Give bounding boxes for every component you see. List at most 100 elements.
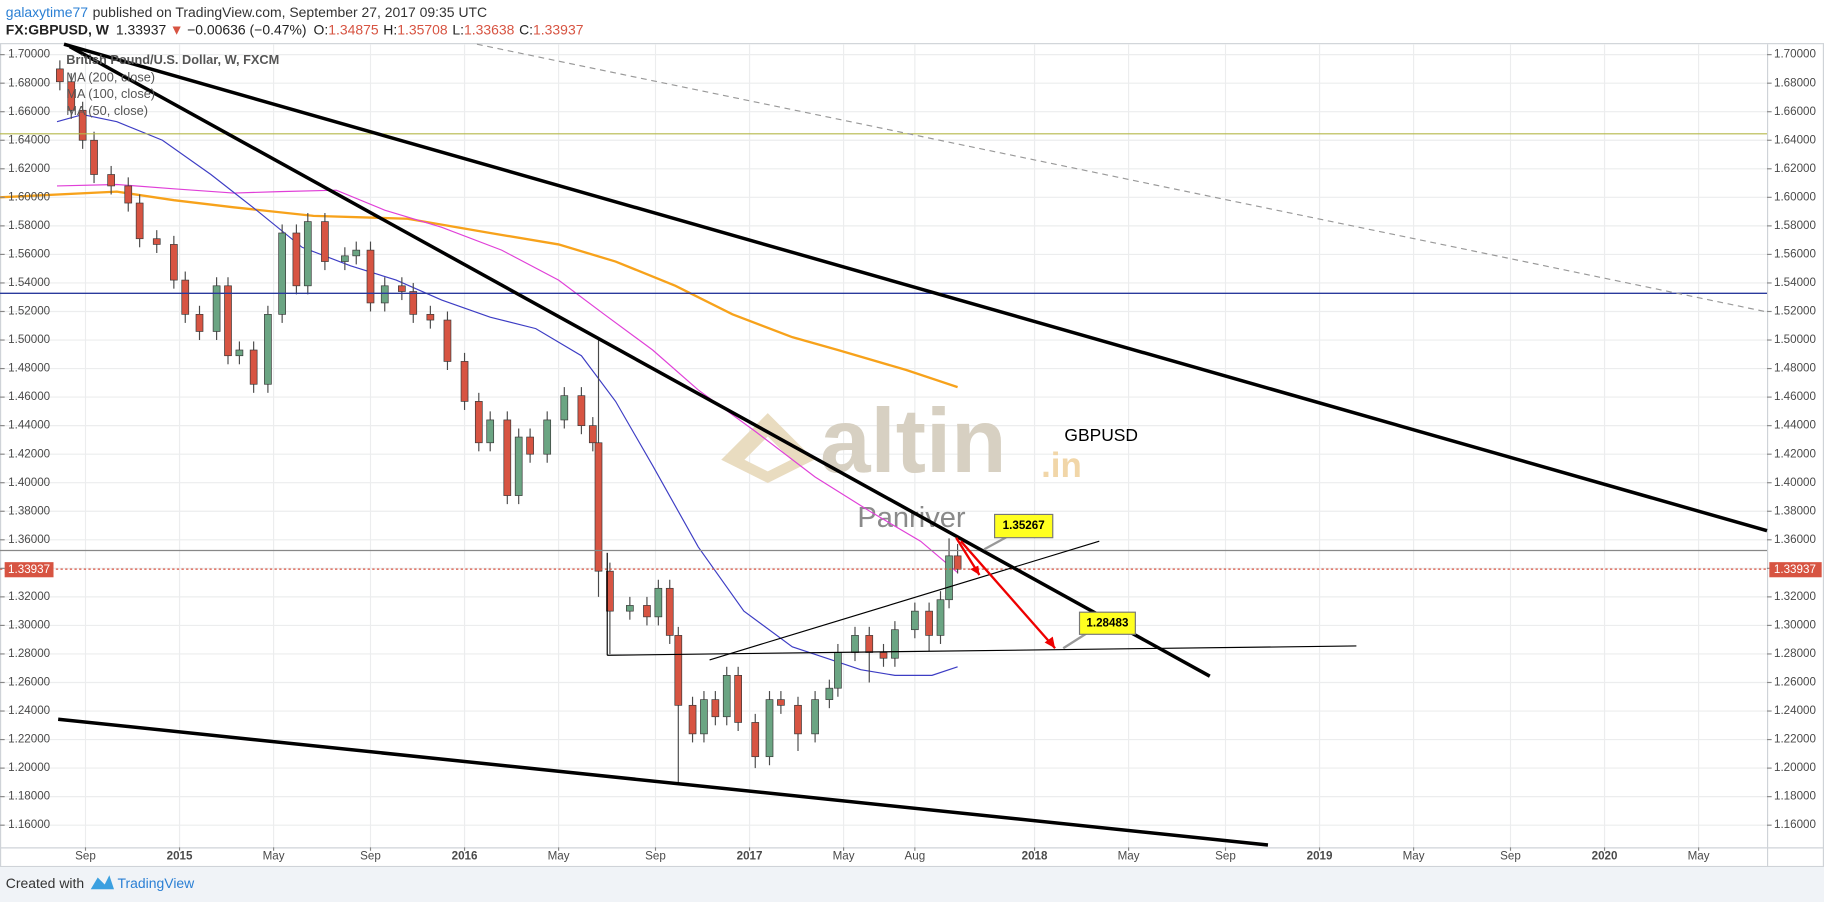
x-tick-label: Sep <box>1500 850 1521 863</box>
candle-body <box>409 291 418 315</box>
y-tick-label: 1.32000 <box>8 590 51 603</box>
change-arrow: ▼ <box>170 21 184 37</box>
legend-entry: MA (50, close) <box>66 103 148 118</box>
candle-body <box>224 285 232 357</box>
price-tag-label: 1.33937 <box>8 563 50 576</box>
x-tick-label: Sep <box>75 850 96 863</box>
y-tick-label: 1.64000 <box>1774 133 1817 146</box>
watermark-text: altin <box>820 391 1007 492</box>
candle-body <box>90 139 98 175</box>
candle-body <box>152 238 161 245</box>
candle-body <box>366 249 375 304</box>
candle-body <box>911 610 919 631</box>
trend-line <box>57 717 1269 847</box>
candle-body <box>474 401 483 444</box>
ohlc-value: 1.34875 <box>328 21 379 37</box>
y-tick-label: 1.56000 <box>1774 247 1817 260</box>
watermark-author: Panriver <box>857 502 966 534</box>
candle-body <box>514 436 523 496</box>
arrow <box>959 540 1056 650</box>
watermark: altin .in Panriver <box>721 391 1082 534</box>
last-price: 1.33937 <box>116 21 167 37</box>
candle-body <box>195 313 204 332</box>
candle-body <box>181 279 190 315</box>
y-tick-label: 1.50000 <box>1774 333 1817 346</box>
y-tick-label: 1.42000 <box>8 447 51 460</box>
y-tick-label: 1.48000 <box>8 362 51 375</box>
y-tick-label: 1.60000 <box>1774 190 1817 203</box>
candle-body <box>777 699 785 706</box>
arrow-head <box>970 565 980 575</box>
y-tick-label: 1.40000 <box>1774 476 1817 489</box>
candle-body <box>751 722 760 758</box>
y-tick-label: 1.58000 <box>1774 219 1817 232</box>
candle-body <box>711 699 720 718</box>
legend-entry: MA (200, close) <box>66 69 155 84</box>
ma-line <box>0 190 958 389</box>
candle-body <box>925 610 933 636</box>
y-tick-label: 1.70000 <box>8 48 51 61</box>
publish-line: galaxytime77 published on TradingView.com… <box>6 3 487 19</box>
candle-body <box>380 285 389 304</box>
callout-box <box>1078 611 1136 635</box>
candle-body <box>341 255 349 262</box>
candle-body <box>107 174 115 187</box>
ohlc-value: 1.33937 <box>533 21 584 37</box>
brand-logo[interactable] <box>90 875 114 890</box>
candle-body <box>124 185 133 204</box>
grid <box>0 44 1767 848</box>
candle-body <box>851 635 859 653</box>
candle-body <box>626 605 634 612</box>
y-tick-label: 1.22000 <box>1774 733 1817 746</box>
x-tick-label: May <box>1688 850 1710 863</box>
candle-body <box>212 285 221 332</box>
ohlc-key: L: <box>452 21 464 37</box>
y-tick-label: 1.36000 <box>1774 533 1817 546</box>
x-tick-label: May <box>833 850 855 863</box>
legend: British Pound/U.S. Dollar, W, FXCM MA (2… <box>66 52 279 118</box>
brand-link[interactable]: TradingView <box>117 875 195 891</box>
trend-line <box>63 42 1768 533</box>
price-tag <box>1769 562 1822 578</box>
y-tick-label: 1.28000 <box>1774 647 1817 660</box>
candle-body <box>460 361 469 402</box>
y-tick-label: 1.62000 <box>8 162 51 175</box>
candle-body <box>834 652 842 689</box>
price-tag <box>4 562 54 578</box>
y-tick-label: 1.52000 <box>8 305 51 318</box>
candle-body <box>303 221 312 287</box>
candle-body <box>665 587 674 636</box>
candle-body <box>170 244 178 281</box>
y-tick-label: 1.56000 <box>8 247 51 260</box>
quote-line: FX:GBPUSD, W 1.33937 ▼ −0.00636 (−0.47%) O:1… <box>6 21 584 37</box>
y-tick-label: 1.40000 <box>8 476 51 489</box>
candle-body <box>264 313 272 385</box>
y-tick-label: 1.66000 <box>8 105 51 118</box>
candle-body <box>78 109 87 141</box>
candle-body <box>278 232 286 315</box>
footer <box>0 867 1824 902</box>
axes: 1.16000 1.16000 1.18000 1.18000 1.20000 1.200… <box>0 48 1817 863</box>
candle-body <box>526 436 534 455</box>
published: published on TradingView.com, September … <box>93 3 487 19</box>
drawings: 1.35267 1.28483 GBPUSD <box>0 42 1768 847</box>
y-tick-label: 1.54000 <box>1774 276 1817 289</box>
y-tick-label: 1.54000 <box>8 276 51 289</box>
watermark-logo <box>721 413 815 484</box>
y-tick-label: 1.50000 <box>8 333 51 346</box>
x-tick-label: May <box>263 850 285 863</box>
footer-text: Created with <box>6 875 84 891</box>
candle-body <box>235 349 244 357</box>
y-tick-label: 1.24000 <box>1774 704 1817 717</box>
chart-frame <box>0 43 1824 868</box>
candle-body <box>879 652 888 659</box>
candle-body <box>765 699 774 758</box>
author: galaxytime77 <box>6 3 88 19</box>
y-tick-label: 1.70000 <box>1774 48 1817 61</box>
candle-body <box>811 699 819 735</box>
y-tick-label: 1.22000 <box>8 733 51 746</box>
candle-body <box>486 419 495 444</box>
legend-title: British Pound/U.S. Dollar, W, FXCM <box>66 52 279 67</box>
x-tick-label: 2016 <box>452 850 478 863</box>
y-tick-label: 1.18000 <box>1774 790 1817 803</box>
